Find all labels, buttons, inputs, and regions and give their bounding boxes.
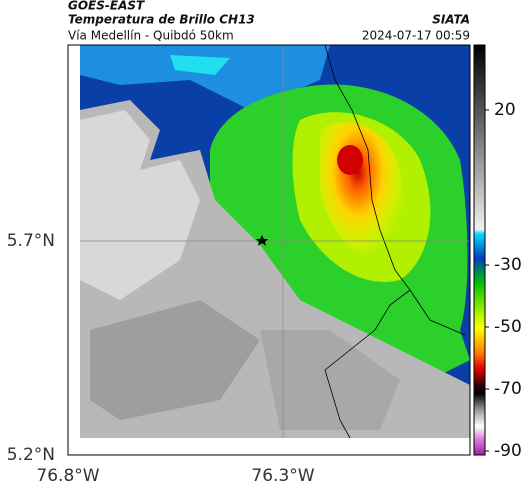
product: Temperatura de Brillo CH13	[68, 13, 255, 27]
colorbar-label: -70	[494, 379, 522, 399]
lat-label: 5.2°N	[7, 445, 55, 465]
lon-label: 76.8°W	[36, 466, 99, 486]
lat-label: 5.7°N	[7, 231, 55, 251]
timestamp: 2024-07-17 00:59	[362, 29, 470, 43]
colorbar-label: -50	[494, 317, 522, 337]
colorbar-label: 20	[494, 100, 516, 120]
colorbar-label: -30	[494, 255, 522, 275]
source: SIATA	[432, 13, 470, 27]
lon-label: 76.3°W	[251, 466, 314, 486]
route: Vía Medellín - Quibdó 50km	[68, 29, 234, 43]
map-frame	[67, 44, 471, 456]
colorbar-label: -90	[494, 441, 522, 461]
satellite: GOES-EAST	[68, 0, 145, 13]
colorbar	[473, 44, 486, 456]
satellite-image	[80, 45, 470, 438]
